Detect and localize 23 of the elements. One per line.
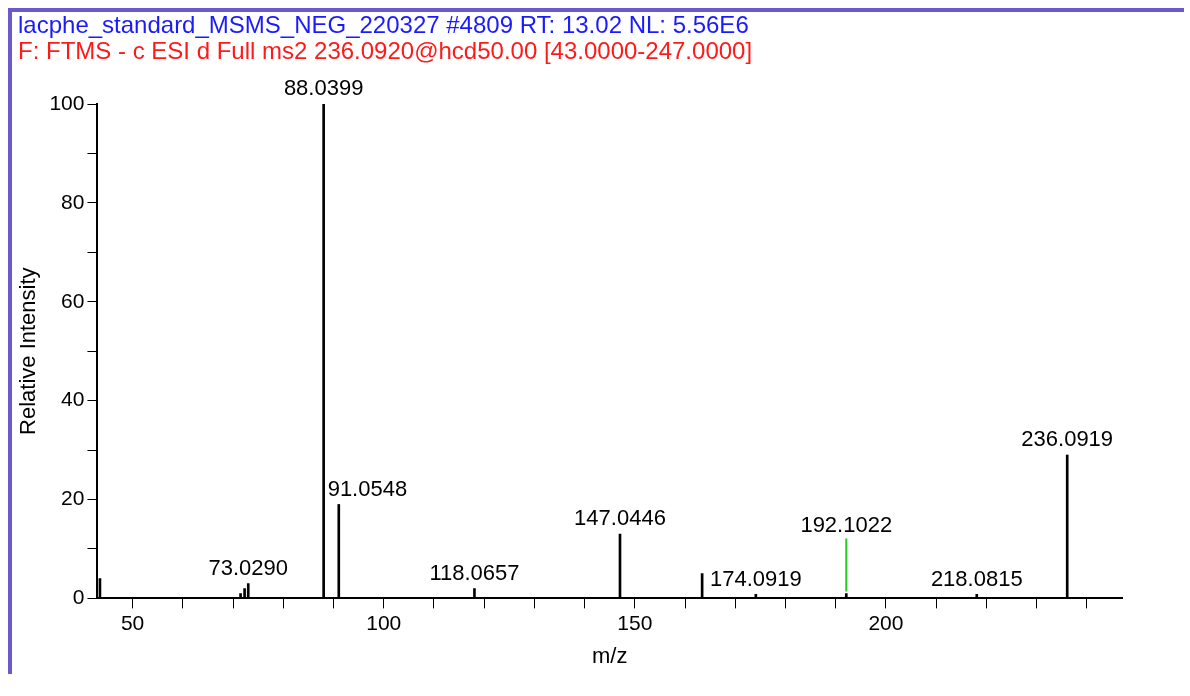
y-tick-label: 0 (72, 585, 85, 609)
x-tick-label: 200 (868, 610, 904, 634)
x-tick-label: 50 (120, 610, 145, 634)
annotation: 174.0919 (709, 565, 802, 591)
annotation: 88.0399 (283, 75, 364, 101)
y-tick-label: 100 (49, 90, 85, 114)
annotation: 218.0815 (930, 565, 1023, 591)
y-axis-title: Relative Intensity (15, 267, 41, 435)
y-tick-label: 40 (61, 387, 85, 411)
annotation: 73.0290 (208, 554, 289, 580)
x-tick-label: 100 (366, 610, 402, 634)
chart-subtitle: F: FTMS - c ESI d Full ms2 236.0920@hcd50.00 [43.0000-247.0000] (17, 37, 754, 64)
y-tick-label: 80 (61, 189, 85, 213)
chart-title: lacphe_standard_MSMS_NEG_220327 #4809 RT: 13.02 NL: 5.56E6 (17, 11, 750, 38)
x-axis-title: m/z (591, 642, 628, 668)
annotation: 147.0446 (574, 505, 666, 531)
y-tick-label: 20 (61, 486, 85, 510)
x-tick-label: 150 (617, 610, 653, 634)
y-tick-label: 60 (61, 288, 85, 312)
annotation: 118.0657 (429, 559, 520, 585)
annotation: 91.0548 (327, 475, 408, 501)
annotation: 236.0919 (1021, 426, 1114, 452)
annotation: 192.1022 (800, 511, 893, 537)
